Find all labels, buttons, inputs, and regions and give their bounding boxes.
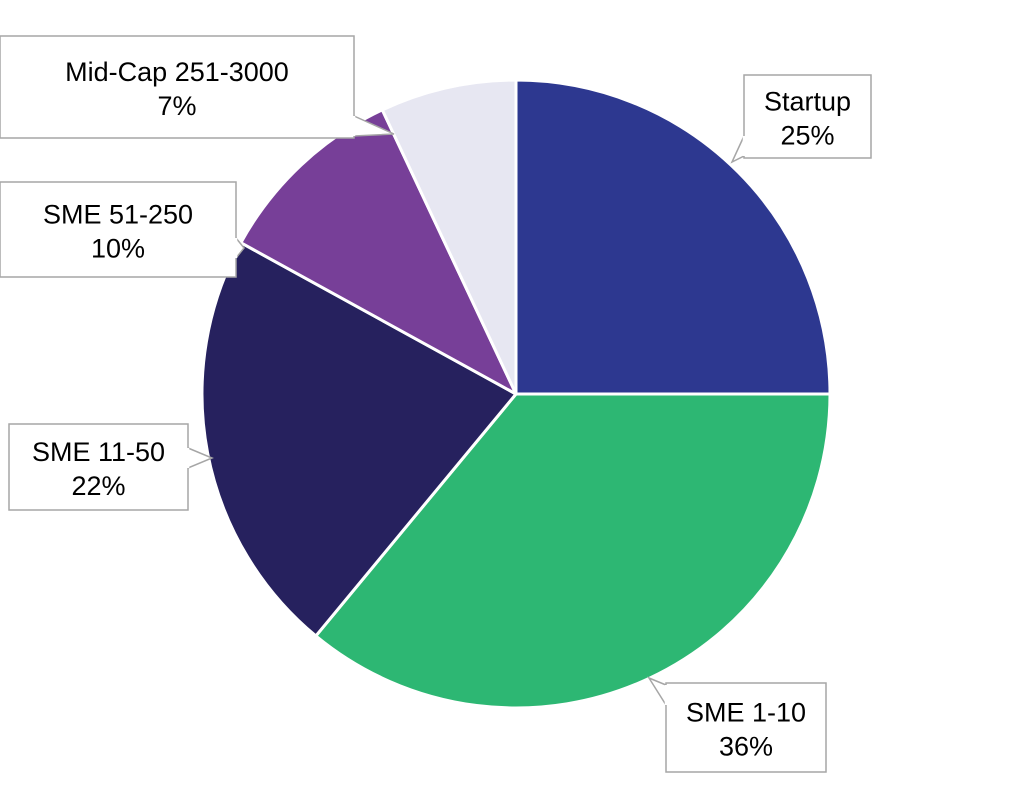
pie-slice-startup [514,78,832,396]
callout-pointer [730,135,745,164]
callout-sme-11-50: SME 11-50 22% [8,423,214,511]
callout-pointer [647,676,667,708]
callout-box [743,74,872,159]
pie-slice-sme-11-50 [200,241,518,638]
callout-box [0,35,355,139]
callout-label: SME 1-10 [686,698,806,728]
callout-value: 10% [91,234,145,264]
callout-sme-1-10: SME 1-10 36% [647,676,827,773]
callout-box [8,423,189,511]
callout-box [665,682,827,773]
callout-mid-cap-251-3000: Mid-Cap 251-3000 7% [0,35,395,139]
callout-label: SME 51-250 [43,200,193,230]
pie-slice-mid-cap-251-3000 [380,78,518,396]
slices-layer [200,78,832,710]
callout-value: 7% [157,91,196,121]
callout-value: 22% [71,471,125,501]
callout-label: SME 11-50 [32,437,165,467]
callout-label: Startup [764,87,851,117]
callout-value: 25% [780,121,834,151]
pie-slice-sme-51-250 [239,108,518,396]
callout-box [0,181,237,278]
callout-startup: Startup 25% [730,74,872,164]
callout-sme-51-250: SME 51-250 10% [0,181,245,278]
callout-label: Mid-Cap 251-3000 [65,57,289,87]
callout-value: 36% [719,732,773,762]
callouts-layer: Startup 25% SME 1-10 36% SME 11-50 22% SME 51-… [0,35,872,773]
